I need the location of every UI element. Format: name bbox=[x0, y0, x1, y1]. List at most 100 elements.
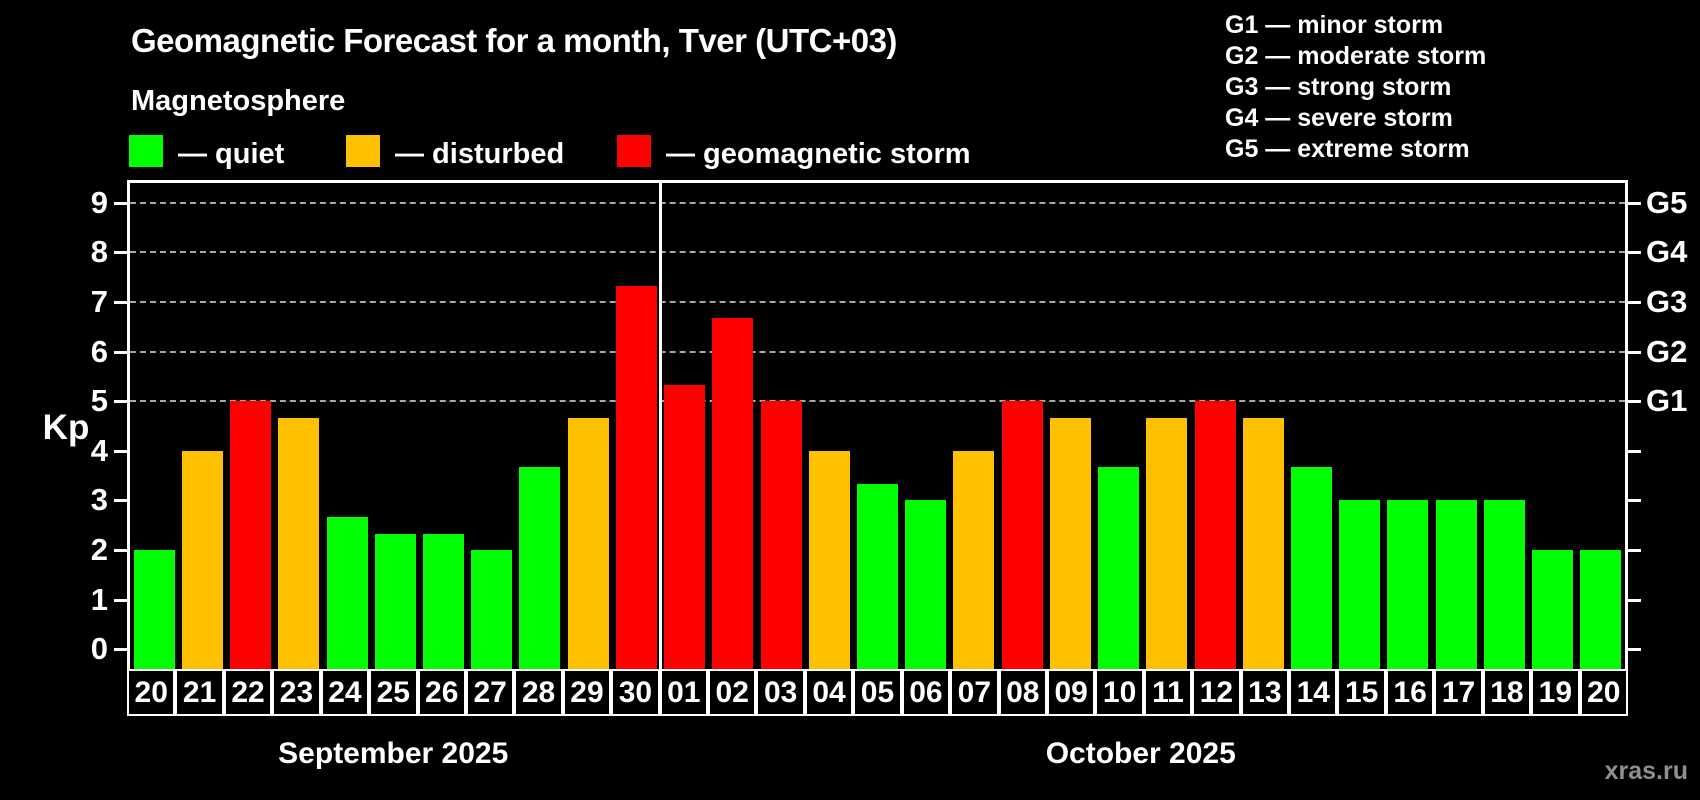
y-axis-label-8: 8 bbox=[90, 234, 108, 270]
day-label-28-18: 18 bbox=[1482, 669, 1532, 716]
kp-bar-17-day-07 bbox=[953, 450, 995, 669]
day-label-27-17: 17 bbox=[1434, 669, 1483, 716]
day-label-12-02: 02 bbox=[708, 669, 757, 716]
day-label-21-11: 11 bbox=[1143, 669, 1193, 716]
kp-bar-30-day-20 bbox=[1580, 550, 1622, 669]
day-label-29-19: 19 bbox=[1531, 669, 1580, 716]
day-label-17-07: 07 bbox=[950, 669, 999, 716]
y-axis-label-9: 9 bbox=[90, 184, 108, 220]
right-axis-tick-6 bbox=[1628, 350, 1641, 354]
legend-swatch-quiet bbox=[129, 135, 163, 167]
kp-bar-10-day-30 bbox=[615, 285, 657, 669]
plot-area bbox=[127, 180, 1628, 672]
y-axis-tick-3 bbox=[114, 499, 127, 503]
kp-bar-25-day-15 bbox=[1339, 500, 1381, 669]
kp-bar-21-day-11 bbox=[1146, 417, 1188, 669]
right-axis-tick-1 bbox=[1628, 598, 1641, 602]
kp-bar-3-day-23 bbox=[278, 417, 320, 669]
day-label-0-20: 20 bbox=[127, 669, 176, 716]
g-scale-label-g4: G4 bbox=[1646, 234, 1688, 270]
g-scale-label-g3: G3 bbox=[1646, 284, 1688, 320]
legend-label-storm: — geomagnetic storm bbox=[666, 138, 971, 170]
kp-bar-11-day-01 bbox=[664, 384, 706, 669]
watermark: xras.ru bbox=[1604, 757, 1688, 785]
g-legend-item-g3: G3 — strong storm bbox=[1225, 73, 1452, 101]
y-axis-label-0: 0 bbox=[90, 631, 108, 667]
y-axis-label-2: 2 bbox=[90, 531, 108, 567]
month-separator-line bbox=[658, 183, 662, 669]
gridline-kp-6 bbox=[130, 350, 1625, 353]
day-label-23-13: 13 bbox=[1240, 669, 1290, 716]
right-axis-tick-0 bbox=[1628, 648, 1641, 652]
kp-bar-20-day-10 bbox=[1098, 467, 1140, 669]
right-axis-tick-4 bbox=[1628, 449, 1641, 453]
kp-bar-19-day-09 bbox=[1049, 417, 1091, 669]
gridline-kp-8 bbox=[130, 251, 1625, 254]
kp-bar-18-day-08 bbox=[1001, 401, 1043, 669]
kp-bar-13-day-03 bbox=[760, 401, 802, 669]
kp-bar-15-day-05 bbox=[857, 484, 898, 669]
g-scale-label-g1: G1 bbox=[1646, 383, 1688, 419]
kp-bar-12-day-02 bbox=[712, 318, 754, 669]
kp-bar-1-day-21 bbox=[181, 450, 223, 669]
page-title: Geomagnetic Forecast for a month, Tver (… bbox=[131, 22, 897, 59]
kp-bar-29-day-19 bbox=[1532, 550, 1574, 669]
kp-bar-0-day-20 bbox=[133, 550, 175, 669]
day-label-14-04: 04 bbox=[804, 669, 854, 716]
legend-label-disturbed: — disturbed bbox=[395, 138, 565, 170]
right-axis-tick-2 bbox=[1628, 548, 1641, 552]
kp-bar-2-day-22 bbox=[230, 401, 272, 669]
y-axis-label-3: 3 bbox=[90, 482, 108, 518]
kp-bar-5-day-25 bbox=[374, 533, 416, 669]
right-axis-tick-5 bbox=[1628, 400, 1641, 404]
kp-bar-23-day-13 bbox=[1242, 417, 1284, 669]
day-label-25-15: 15 bbox=[1337, 669, 1386, 716]
day-label-5-25: 25 bbox=[369, 669, 418, 716]
y-axis-tick-1 bbox=[114, 598, 127, 602]
kp-bar-7-day-27 bbox=[471, 550, 513, 669]
gridline-kp-7 bbox=[130, 301, 1625, 304]
y-axis-tick-6 bbox=[114, 350, 127, 354]
y-axis-tick-7 bbox=[114, 301, 127, 305]
day-label-10-30: 30 bbox=[611, 669, 660, 716]
right-axis-tick-9 bbox=[1628, 201, 1641, 205]
y-axis-tick-5 bbox=[114, 400, 127, 404]
day-label-3-23: 23 bbox=[272, 669, 321, 716]
kp-bar-6-day-26 bbox=[422, 533, 464, 669]
y-axis-label-7: 7 bbox=[90, 284, 108, 320]
day-label-1-21: 21 bbox=[175, 669, 224, 716]
g-legend-item-g4: G4 — severe storm bbox=[1225, 104, 1453, 132]
day-label-15-05: 05 bbox=[853, 669, 902, 716]
kp-bar-9-day-29 bbox=[567, 417, 609, 669]
y-axis-title: Kp bbox=[42, 408, 90, 447]
kp-bar-27-day-17 bbox=[1435, 500, 1477, 669]
day-label-20-10: 10 bbox=[1095, 669, 1144, 716]
g-scale-legend: G1 — minor storm G2 — moderate storm G3 … bbox=[1225, 10, 1486, 165]
legend-swatch-disturbed bbox=[346, 135, 380, 167]
day-label-2-22: 22 bbox=[223, 669, 273, 716]
y-axis-tick-4 bbox=[114, 449, 127, 453]
right-axis-tick-7 bbox=[1628, 301, 1641, 305]
day-label-18-08: 08 bbox=[998, 669, 1047, 716]
day-label-19-09: 09 bbox=[1046, 669, 1096, 716]
y-axis-tick-2 bbox=[114, 548, 127, 552]
legend-label-quiet: — quiet bbox=[178, 138, 285, 170]
y-axis-label-5: 5 bbox=[90, 383, 108, 419]
kp-bar-28-day-18 bbox=[1483, 500, 1525, 669]
g-legend-item-g1: G1 — minor storm bbox=[1225, 11, 1444, 39]
right-axis-tick-3 bbox=[1628, 499, 1641, 503]
y-axis-tick-9 bbox=[114, 201, 127, 205]
kp-bar-8-day-28 bbox=[519, 467, 561, 669]
day-label-11-01: 01 bbox=[659, 669, 709, 716]
y-axis-label-6: 6 bbox=[90, 333, 108, 369]
day-label-13-03: 03 bbox=[756, 669, 805, 716]
y-axis-tick-8 bbox=[114, 251, 127, 255]
day-label-8-28: 28 bbox=[514, 669, 563, 716]
day-label-4-24: 24 bbox=[320, 669, 370, 716]
kp-bar-24-day-14 bbox=[1291, 467, 1333, 669]
day-label-22-12: 12 bbox=[1192, 669, 1241, 716]
day-label-16-06: 06 bbox=[901, 669, 951, 716]
y-axis-tick-0 bbox=[114, 648, 127, 652]
g-scale-label-g2: G2 bbox=[1646, 333, 1688, 369]
